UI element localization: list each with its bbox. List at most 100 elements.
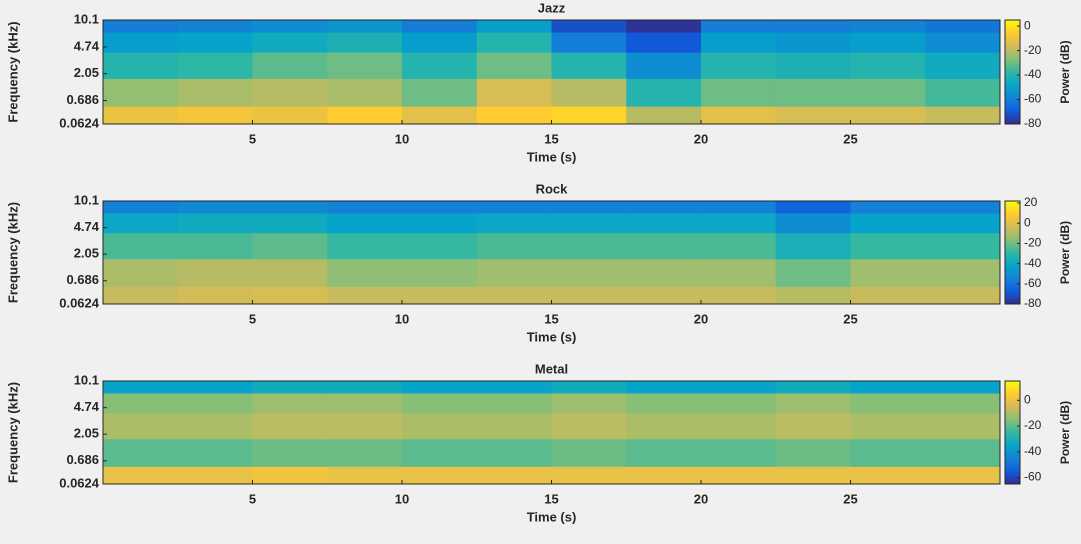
heatmap-cell: [626, 213, 701, 233]
heatmap-cell: [925, 201, 1000, 213]
heatmap-cell: [925, 32, 1000, 52]
heatmap-cell: [626, 32, 701, 52]
heatmap-cell: [701, 439, 776, 467]
y-tick-label: 10.1: [74, 192, 99, 207]
colorbar-label: Power (dB): [1058, 40, 1072, 103]
heatmap-cell: [851, 213, 926, 233]
y-axis-label: Frequency (kHz): [5, 21, 20, 122]
heatmap-cell: [925, 78, 1000, 106]
x-tick-label: 10: [395, 131, 409, 146]
heatmap-cell: [402, 413, 477, 440]
heatmap-cell: [253, 52, 328, 79]
heatmap-cell: [103, 259, 178, 287]
colorbar-tick-label: -20: [1024, 43, 1042, 57]
heatmap-cell: [851, 201, 926, 213]
heatmap-cell: [103, 439, 178, 467]
heatmap-cell: [851, 413, 926, 440]
heatmap-cell: [925, 213, 1000, 233]
heatmap-cell: [178, 381, 253, 393]
heatmap-cell: [851, 52, 926, 79]
heatmap-cell: [626, 413, 701, 440]
x-tick-label: 25: [843, 311, 857, 326]
heatmap-cell: [477, 52, 552, 79]
heatmap-cell: [851, 466, 926, 484]
heatmap-cell: [327, 32, 402, 52]
heatmap-cell: [552, 381, 627, 393]
heatmap-cell: [626, 233, 701, 260]
heatmap-cell: [327, 286, 402, 304]
heatmap-cell: [851, 393, 926, 413]
heatmap-cell: [701, 413, 776, 440]
heatmap-cell: [552, 286, 627, 304]
heatmap-cell: [776, 439, 851, 467]
colorbar-tick-label: -60: [1024, 92, 1042, 106]
heatmap-cell: [552, 213, 627, 233]
heatmap-cell: [477, 381, 552, 393]
heatmap-cell: [925, 233, 1000, 260]
heatmap-cell: [178, 78, 253, 106]
x-tick-label: 15: [544, 311, 558, 326]
heatmap-cell: [402, 20, 477, 33]
heatmap-cell: [477, 286, 552, 304]
y-axis-label: Frequency (kHz): [5, 382, 20, 483]
heatmap-cell: [626, 393, 701, 413]
heatmap-cell: [552, 20, 627, 33]
heatmap-cell: [477, 78, 552, 106]
heatmap-cell: [327, 413, 402, 440]
heatmap-cell: [776, 413, 851, 440]
heatmap-cell: [178, 201, 253, 213]
heatmap-cell: [178, 106, 253, 124]
heatmap-cell: [477, 213, 552, 233]
heatmap-cell: [701, 259, 776, 287]
heatmap-cell: [253, 381, 328, 393]
x-tick-label: 20: [694, 131, 708, 146]
heatmap-cell: [925, 393, 1000, 413]
heatmap-cell: [178, 466, 253, 484]
heatmap-cell: [626, 201, 701, 213]
heatmap-cell: [327, 106, 402, 124]
colorbar-tick-label: 0: [1024, 392, 1031, 406]
y-tick-label: 4.74: [74, 38, 100, 53]
heatmap-cell: [402, 393, 477, 413]
heatmap-cell: [327, 393, 402, 413]
heatmap-cell: [178, 233, 253, 260]
heatmap-cell: [327, 233, 402, 260]
heatmap-cell: [327, 20, 402, 33]
heatmap-cell: [178, 286, 253, 304]
colorbar-tick-label: -60: [1024, 276, 1042, 290]
y-tick-label: 2.05: [74, 426, 99, 441]
heatmap-cell: [776, 381, 851, 393]
heatmap-cell: [103, 52, 178, 79]
colorbar-tick-label: 0: [1024, 215, 1031, 229]
heatmap-cell: [626, 106, 701, 124]
colorbar-label: Power (dB): [1058, 221, 1072, 284]
heatmap-cell: [851, 20, 926, 33]
heatmap-cell: [701, 393, 776, 413]
heatmap-cell: [552, 466, 627, 484]
heatmap-cell: [327, 381, 402, 393]
heatmap-cell: [626, 259, 701, 287]
heatmap-cell: [402, 32, 477, 52]
heatmap-cell: [477, 106, 552, 124]
x-axis-label: Time (s): [527, 329, 577, 344]
heatmap-cell: [477, 413, 552, 440]
heatmap-cell: [402, 381, 477, 393]
x-tick-label: 15: [544, 131, 558, 146]
heatmap-cell: [776, 52, 851, 79]
x-tick-label: 15: [544, 491, 558, 506]
colorbar-tick-label: -20: [1024, 418, 1042, 432]
colorbar-label: Power (dB): [1058, 401, 1072, 464]
x-tick-label: 5: [249, 131, 256, 146]
heatmap-cell: [776, 20, 851, 33]
colorbar-tick-label: -20: [1024, 236, 1042, 250]
heatmap-cell: [851, 78, 926, 106]
heatmap-cell: [925, 381, 1000, 393]
heatmap-cell: [253, 106, 328, 124]
colorbar-tick-label: -40: [1024, 67, 1042, 81]
heatmap-cell: [776, 393, 851, 413]
heatmap-cell: [327, 78, 402, 106]
heatmap-cell: [477, 393, 552, 413]
heatmap-cell: [851, 259, 926, 287]
heatmap-cell: [701, 20, 776, 33]
heatmap-cell: [925, 52, 1000, 79]
